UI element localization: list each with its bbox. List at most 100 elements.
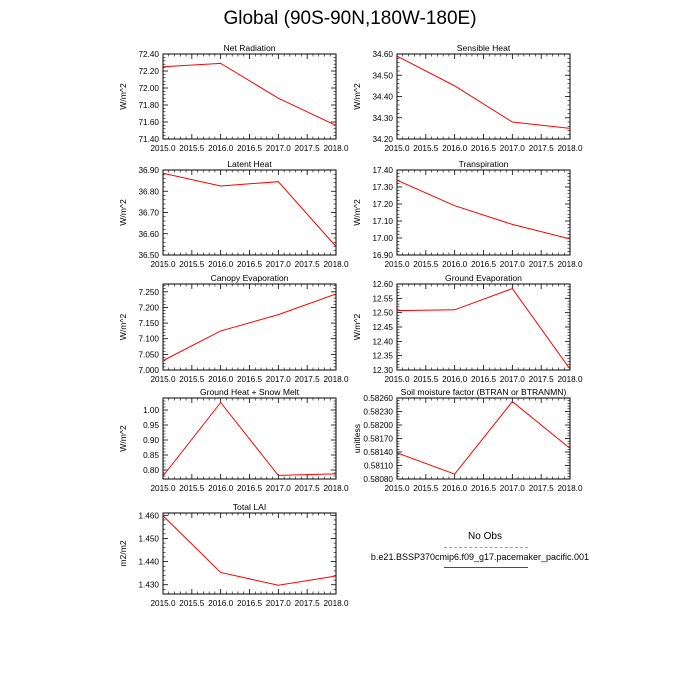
x-tick-label: 2017.5 bbox=[295, 260, 320, 269]
plot-frame bbox=[162, 169, 337, 256]
x-tick-label: 2016.0 bbox=[208, 484, 233, 493]
y-tick-label: 17.10 bbox=[373, 217, 394, 226]
x-tick-label: 2015.5 bbox=[413, 144, 438, 153]
series-line bbox=[397, 179, 570, 240]
x-tick-label: 2015.0 bbox=[384, 375, 409, 384]
chart-panel: 2015.0 2015.5 2016.0 2016.5 2017.0 2017.5 2018… bbox=[118, 387, 349, 493]
y-tick-label: 0.58110 bbox=[364, 462, 393, 471]
legend-case-swatch bbox=[444, 567, 528, 568]
x-tick-label: 2015.5 bbox=[413, 260, 438, 269]
series-line bbox=[163, 293, 336, 362]
y-tick-label: 7.150 bbox=[139, 319, 160, 328]
series-line bbox=[163, 401, 336, 477]
x-tick-label: 2017.0 bbox=[266, 375, 291, 384]
y-tick-label: 17.40 bbox=[373, 166, 394, 175]
y-tick-label: 17.20 bbox=[373, 200, 394, 209]
x-tick-label: 2015.5 bbox=[179, 375, 204, 384]
plot-frame bbox=[396, 169, 571, 256]
series-line bbox=[397, 287, 570, 370]
series-line bbox=[397, 400, 570, 475]
y-tick-label: 34.60 bbox=[373, 50, 394, 59]
x-tick-label: 2017.0 bbox=[266, 484, 291, 493]
x-tick-label: 2018.0 bbox=[557, 375, 582, 384]
y-tick-label: 0.85 bbox=[143, 451, 159, 460]
y-tick-label: 72.00 bbox=[139, 84, 160, 93]
x-tick-label: 2017.5 bbox=[529, 144, 554, 153]
y-tick-label: 0.80 bbox=[143, 466, 159, 475]
x-tick-label: 2015.5 bbox=[413, 484, 438, 493]
y-axis-label: unitless bbox=[352, 424, 362, 453]
series-line bbox=[397, 55, 570, 129]
series-line bbox=[163, 515, 336, 586]
y-axis-label: W/m^2 bbox=[352, 314, 362, 341]
x-tick-label: 2016.0 bbox=[208, 144, 233, 153]
panel-title: Total LAI bbox=[233, 502, 266, 512]
x-tick-label: 2018.0 bbox=[323, 375, 348, 384]
x-tick-label: 2015.5 bbox=[413, 375, 438, 384]
y-tick-label: 12.50 bbox=[373, 309, 394, 318]
y-tick-label: 12.55 bbox=[373, 294, 394, 303]
panel-title: Ground Evaporation bbox=[445, 273, 522, 283]
y-axis-label: W/m^2 bbox=[118, 199, 128, 226]
panel-title: Net Radiation bbox=[223, 43, 275, 53]
x-tick-label: 2015.5 bbox=[179, 144, 204, 153]
x-tick-label: 2015.0 bbox=[384, 144, 409, 153]
y-tick-label: 7.250 bbox=[139, 288, 160, 297]
y-tick-label: 36.90 bbox=[139, 166, 160, 175]
legend-case-label: b.e21.BSSP370cmip6.f09_g17.pacemaker_pac… bbox=[370, 552, 590, 562]
x-tick-label: 2016.5 bbox=[471, 144, 496, 153]
x-tick-label: 2016.5 bbox=[237, 484, 262, 493]
x-tick-label: 2016.5 bbox=[237, 144, 262, 153]
x-tick-label: 2018.0 bbox=[557, 484, 582, 493]
x-tick-label: 2016.0 bbox=[208, 375, 233, 384]
y-axis-label: W/m^2 bbox=[352, 83, 362, 110]
y-axis-label: W/m^2 bbox=[352, 199, 362, 226]
x-tick-label: 2016.5 bbox=[471, 484, 496, 493]
x-tick-label: 2018.0 bbox=[323, 484, 348, 493]
x-tick-label: 2016.5 bbox=[237, 375, 262, 384]
chart-panel: 2015.0 2015.5 2016.0 2016.5 2017.0 2017.5 2018… bbox=[352, 159, 583, 269]
series-line bbox=[163, 172, 336, 247]
y-tick-label: 71.40 bbox=[139, 135, 160, 144]
x-tick-label: 2017.0 bbox=[500, 260, 525, 269]
x-tick-label: 2015.0 bbox=[384, 484, 409, 493]
x-tick-label: 2016.0 bbox=[442, 260, 467, 269]
x-tick-label: 2017.0 bbox=[500, 375, 525, 384]
x-tick-label: 2018.0 bbox=[323, 144, 348, 153]
y-tick-label: 1.460 bbox=[139, 511, 160, 520]
panel-title: Ground Heat + Snow Melt bbox=[200, 387, 300, 397]
series-line bbox=[163, 62, 336, 126]
panel-title: Latent Heat bbox=[227, 159, 272, 169]
x-tick-label: 2015.0 bbox=[150, 484, 175, 493]
y-tick-label: 71.60 bbox=[139, 118, 160, 127]
y-tick-label: 12.30 bbox=[373, 366, 394, 375]
legend-obs-label: No Obs bbox=[468, 531, 502, 542]
y-tick-label: 7.050 bbox=[139, 350, 160, 359]
y-tick-label: 36.70 bbox=[139, 209, 160, 218]
panel-title: Canopy Evaporation bbox=[211, 273, 289, 283]
y-tick-label: 12.35 bbox=[373, 352, 394, 361]
y-tick-label: 7.200 bbox=[139, 303, 160, 312]
x-tick-label: 2018.0 bbox=[323, 260, 348, 269]
y-axis-label: W/m^2 bbox=[118, 83, 128, 110]
x-tick-label: 2016.0 bbox=[208, 599, 233, 608]
x-tick-label: 2017.5 bbox=[529, 375, 554, 384]
chart-panel: 2015.0 2015.5 2016.0 2016.5 2017.0 2017.5 2018… bbox=[118, 273, 349, 384]
x-tick-label: 2015.0 bbox=[150, 260, 175, 269]
y-tick-label: 36.60 bbox=[139, 230, 160, 239]
x-tick-label: 2015.0 bbox=[150, 599, 175, 608]
x-tick-label: 2016.5 bbox=[471, 260, 496, 269]
y-axis-label: W/m^2 bbox=[118, 425, 128, 452]
y-tick-label: 36.50 bbox=[139, 251, 160, 260]
x-tick-label: 2018.0 bbox=[323, 599, 348, 608]
x-tick-label: 2017.5 bbox=[529, 260, 554, 269]
x-tick-label: 2016.0 bbox=[442, 144, 467, 153]
x-tick-label: 2017.0 bbox=[266, 599, 291, 608]
y-tick-label: 0.90 bbox=[143, 436, 159, 445]
x-tick-label: 2015.5 bbox=[179, 260, 204, 269]
x-tick-label: 2017.0 bbox=[500, 484, 525, 493]
y-tick-label: 12.40 bbox=[373, 337, 394, 346]
y-tick-label: 0.58140 bbox=[363, 448, 393, 457]
y-tick-label: 17.30 bbox=[373, 183, 394, 192]
x-tick-label: 2016.0 bbox=[208, 260, 233, 269]
